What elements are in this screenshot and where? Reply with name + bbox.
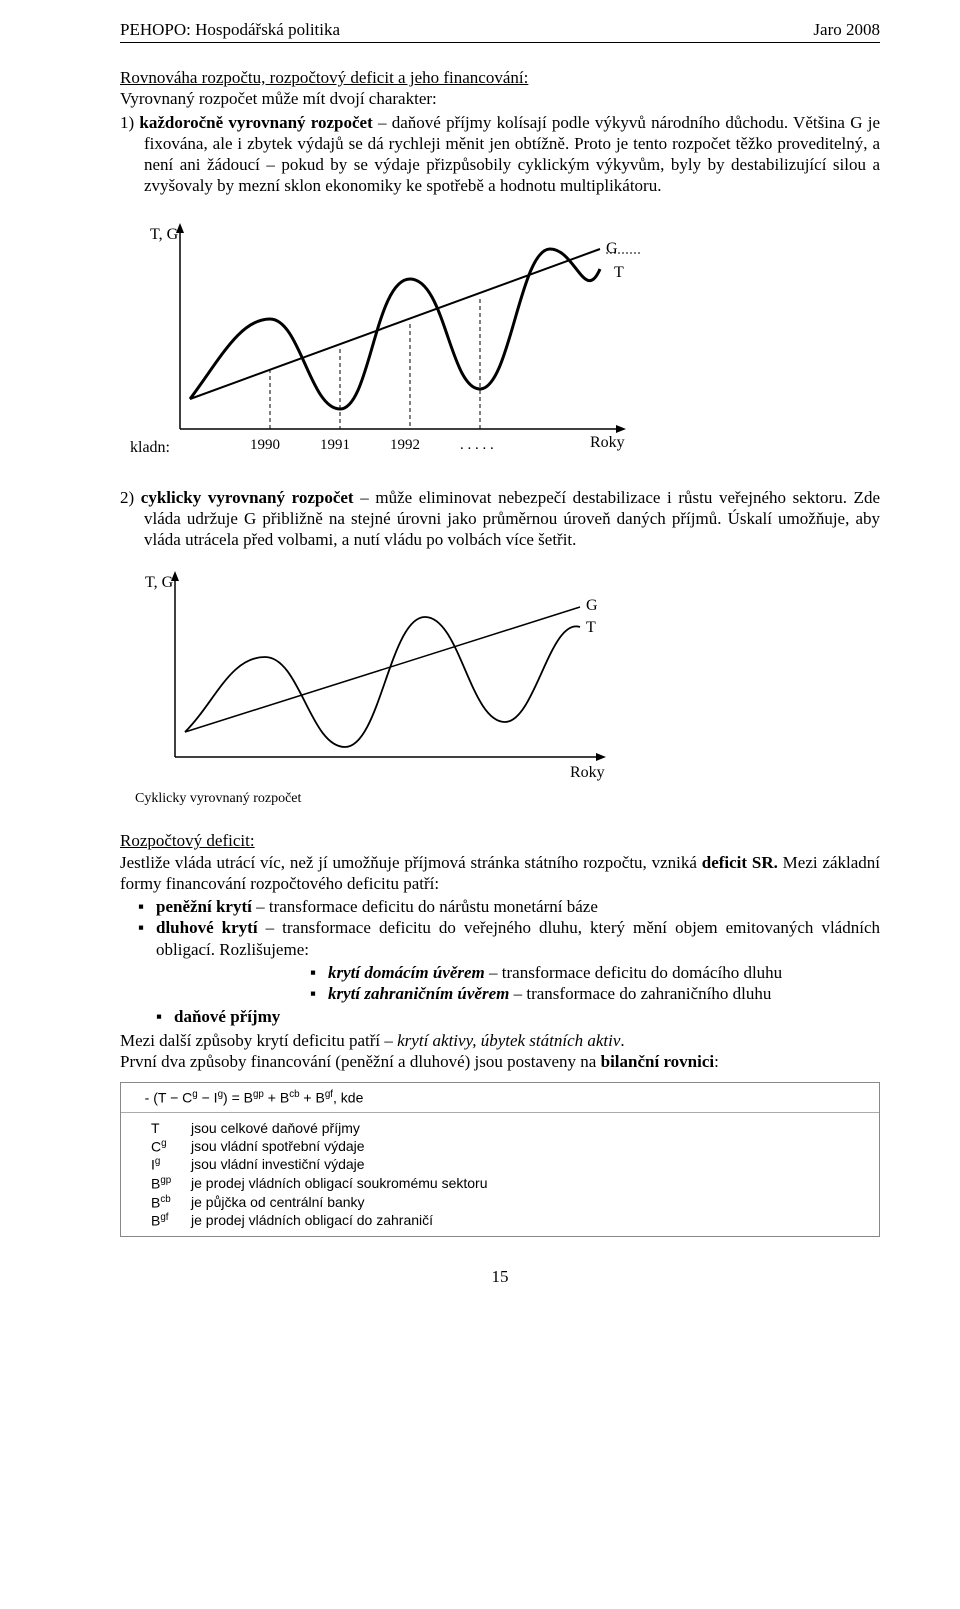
- bullet-danove: daňové příjmy: [156, 1006, 880, 1027]
- item-1: 1) každoročně vyrovnaný rozpočet – daňov…: [120, 112, 880, 197]
- def-T: Tjsou celkové daňové příjmy: [121, 1119, 879, 1137]
- deficit-para2: Mezi další způsoby krytí deficitu patří …: [120, 1030, 880, 1051]
- deficit-title: Rozpočtový deficit:: [120, 830, 880, 851]
- svg-text:1992: 1992: [390, 437, 420, 453]
- page-number: 15: [120, 1267, 880, 1287]
- svg-text:Roky: Roky: [570, 764, 605, 781]
- deficit-para3: První dva způsoby financování (peněžní a…: [120, 1051, 880, 1072]
- item-2: 2) cyklicky vyrovnaný rozpočet – může el…: [120, 487, 880, 551]
- def-Cg: Cgjsou vládní spotřební výdaje: [121, 1137, 879, 1156]
- def-Bcb: Bcbje půjčka od centrální banky: [121, 1193, 879, 1212]
- svg-text:G: G: [606, 240, 618, 257]
- svg-text:T: T: [586, 619, 596, 636]
- svg-text:1990: 1990: [250, 437, 280, 453]
- header-left: PEHOPO: Hospodářská politika: [120, 20, 340, 40]
- equation-box: - (T − Cg − Ig) = Bgp + Bcb + Bgf, kde T…: [120, 1082, 880, 1237]
- svg-text:. . . . .: . . . . .: [460, 437, 494, 453]
- svg-text:1991: 1991: [320, 437, 350, 453]
- deficit-bullet3: daňové příjmy: [120, 1006, 880, 1027]
- bullet-dluhove: dluhové krytí – transformace deficitu do…: [138, 917, 880, 960]
- svg-text:G: G: [586, 597, 598, 614]
- svg-text:Roky: Roky: [590, 434, 625, 451]
- bullet-penezni: peněžní krytí – transformace deficitu do…: [138, 896, 880, 917]
- deficit-subbullets: krytí domácím úvěrem – transformace defi…: [120, 962, 880, 1005]
- header-rule: [120, 42, 880, 43]
- chart1-ylabel: T, G: [150, 226, 179, 243]
- deficit-para1: Jestliže vláda utrácí víc, než jí umožňu…: [120, 852, 880, 895]
- chart-2: T, G G T Roky Cyklicky vyrovnaný rozpoče…: [120, 562, 880, 812]
- def-Bgp: Bgpje prodej vládních obligací soukromém…: [121, 1174, 879, 1193]
- header-right: Jaro 2008: [813, 20, 880, 40]
- def-Ig: Igjsou vládní investiční výdaje: [121, 1155, 879, 1174]
- svg-text:Cyklicky vyrovnaný rozpočet: Cyklicky vyrovnaný rozpočet: [135, 791, 302, 806]
- svg-text:T: T: [614, 264, 624, 281]
- page-header: PEHOPO: Hospodářská politika Jaro 2008: [120, 20, 880, 40]
- section1-intro: Vyrovnaný rozpočet může mít dvojí charak…: [120, 88, 880, 109]
- def-Bgf: Bgfje prodej vládních obligací do zahran…: [121, 1211, 879, 1230]
- chart-1: T, G G T 1990 1991 1992 . . . . . Roky k…: [120, 209, 880, 469]
- subbullet-domaci: krytí domácím úvěrem – transformace defi…: [310, 962, 880, 983]
- deficit-bullets: peněžní krytí – transformace deficitu do…: [120, 896, 880, 960]
- svg-text:kladn:: kladn:: [130, 439, 170, 456]
- section1-title: Rovnováha rozpočtu, rozpočtový deficit a…: [120, 67, 880, 88]
- equation-formula: - (T − Cg − Ig) = Bgp + Bcb + Bgf, kde: [121, 1083, 879, 1113]
- subbullet-zahranicni: krytí zahraničním úvěrem – transformace …: [310, 983, 880, 1004]
- svg-text:T, G: T, G: [145, 574, 174, 591]
